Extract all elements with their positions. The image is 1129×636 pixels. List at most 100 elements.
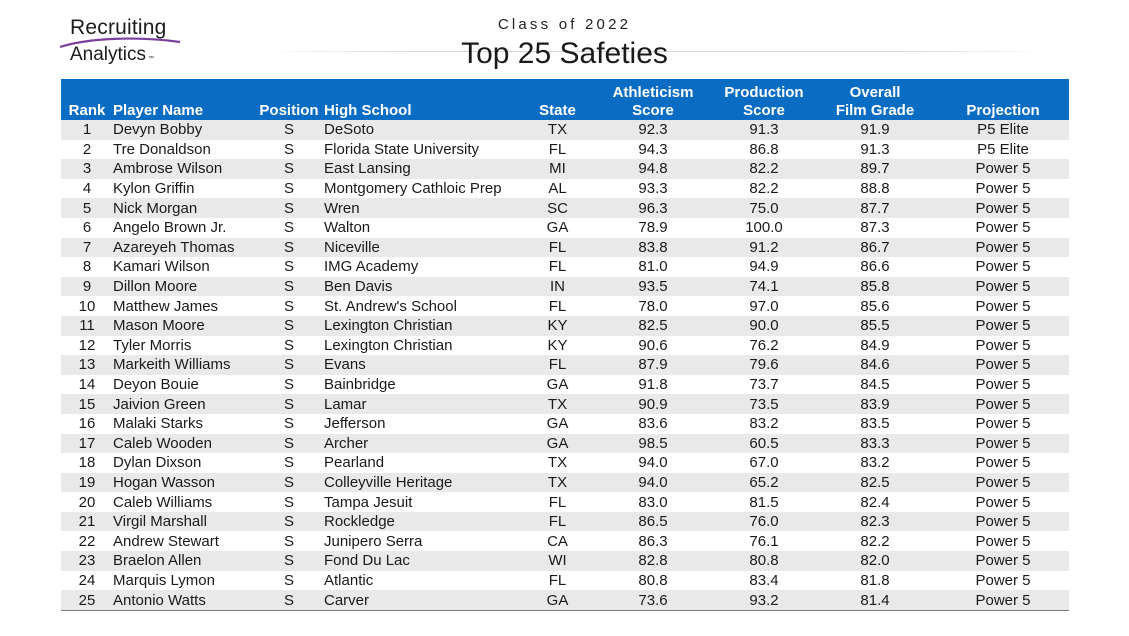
- cell-projection: Power 5: [975, 532, 1031, 550]
- cell-high-school: Wren: [324, 199, 360, 217]
- cell-player-name: Ambrose Wilson: [113, 160, 223, 178]
- cell-projection: Power 5: [975, 356, 1031, 374]
- cell-projection: Power 5: [975, 199, 1031, 217]
- cell-state: GA: [546, 219, 569, 237]
- cell-player-name: Dylan Dixson: [113, 454, 202, 472]
- cell-projection: P5 Elite: [977, 140, 1029, 158]
- header-player-name: Player Name: [113, 102, 204, 119]
- cell-player-name: Jaivion Green: [113, 395, 206, 413]
- cell-athleticism-score: 90.9: [638, 395, 668, 413]
- cell-player-name: Tre Donaldson: [113, 140, 211, 158]
- cell-athleticism-score: 96.3: [638, 199, 668, 217]
- cell-player-name: Caleb Wooden: [113, 434, 212, 452]
- header-athleticism-score: Athleticism Score: [612, 84, 694, 119]
- cell-rank: 16: [78, 415, 96, 433]
- cell-state: TX: [547, 473, 568, 491]
- cell-high-school: Jefferson: [324, 415, 386, 433]
- cell-position: S: [283, 571, 294, 589]
- cell-player-name: Tyler Morris: [113, 336, 192, 354]
- cell-position: S: [283, 513, 294, 531]
- cell-player-name: Devyn Bobby: [113, 121, 203, 139]
- cell-high-school: IMG Academy: [324, 258, 419, 276]
- cell-production-score: 90.0: [749, 317, 779, 335]
- cell-player-name: Virgil Marshall: [113, 513, 207, 531]
- cell-film-grade: 85.8: [860, 278, 890, 296]
- cell-athleticism-score: 81.0: [638, 258, 668, 276]
- safeties-rankings-table: Rank Player Name Position High School St…: [61, 79, 1069, 611]
- table-row: 16 Malaki Starks S Jefferson GA 83.6 83.2 83.5 P…: [61, 413, 1069, 434]
- cell-production-score: 86.8: [749, 140, 779, 158]
- cell-position: S: [283, 297, 294, 315]
- cell-state: WI: [548, 552, 567, 570]
- cell-state: MI: [549, 160, 566, 178]
- cell-athleticism-score: 82.8: [638, 552, 668, 570]
- cell-rank: 21: [78, 513, 96, 531]
- cell-film-grade: 83.9: [860, 395, 890, 413]
- cell-athleticism-score: 83.6: [638, 415, 668, 433]
- cell-projection: Power 5: [975, 258, 1031, 276]
- cell-production-score: 80.8: [749, 552, 779, 570]
- cell-athleticism-score: 86.3: [638, 532, 668, 550]
- cell-film-grade: 82.5: [860, 473, 890, 491]
- cell-player-name: Deyon Bouie: [113, 376, 199, 394]
- cell-projection: Power 5: [975, 180, 1031, 198]
- cell-film-grade: 86.6: [860, 258, 890, 276]
- cell-rank: 9: [82, 278, 92, 296]
- header-state: State: [539, 102, 576, 119]
- cell-high-school: Lexington Christian: [324, 336, 453, 354]
- table-row: 1 Devyn Bobby S DeSoto TX 92.3 91.3 91.9 P5 Elit…: [61, 120, 1069, 140]
- header-overall-film-grade: Overall Film Grade: [835, 84, 915, 119]
- cell-high-school: DeSoto: [324, 121, 375, 139]
- cell-position: S: [283, 376, 294, 394]
- cell-film-grade: 89.7: [860, 160, 890, 178]
- cell-state: TX: [547, 121, 568, 139]
- cell-position: S: [283, 356, 294, 374]
- cell-rank: 10: [78, 297, 96, 315]
- cell-state: FL: [548, 140, 567, 158]
- class-subtitle: Class of 2022: [497, 16, 632, 33]
- cell-rank: 4: [82, 180, 92, 198]
- page-title: Top 25 Safeties: [461, 37, 668, 70]
- cell-projection: Power 5: [975, 513, 1031, 531]
- cell-state: FL: [548, 297, 567, 315]
- cell-projection: Power 5: [975, 571, 1031, 589]
- logo-text-analytics: Analytics ™: [70, 44, 155, 65]
- cell-rank: 25: [61, 590, 113, 611]
- cell-high-school: East Lansing: [324, 160, 411, 178]
- cell-high-school: Pearland: [324, 454, 385, 472]
- cell-production-score: 76.1: [749, 532, 779, 550]
- cell-projection: Power 5: [975, 473, 1031, 491]
- cell-position: S: [283, 278, 294, 296]
- table-row: 2 Tre Donaldson S Florida State University F…: [61, 139, 1069, 160]
- cell-rank: 11: [79, 317, 95, 335]
- cell-player-name: Andrew Stewart: [113, 532, 219, 550]
- cell-player-name: Antonio Watts: [113, 590, 254, 611]
- cell-athleticism-score: 78.0: [638, 297, 668, 315]
- cell-athleticism-score: 73.6: [591, 590, 715, 611]
- cell-projection: Power 5: [975, 160, 1031, 178]
- cell-high-school: Junipero Serra: [324, 532, 423, 550]
- cell-position: S: [283, 473, 294, 491]
- cell-production-score: 76.2: [749, 336, 779, 354]
- cell-position: S: [283, 493, 294, 511]
- cell-athleticism-score: 94.0: [638, 473, 668, 491]
- cell-athleticism-score: 78.9: [638, 219, 668, 237]
- cell-position: S: [283, 140, 294, 158]
- cell-film-grade: 84.5: [860, 376, 890, 394]
- cell-rank: 3: [82, 160, 92, 178]
- cell-state: SC: [547, 199, 568, 217]
- cell-player-name: Mason Moore: [113, 317, 205, 335]
- cell-film-grade: 83.5: [860, 415, 890, 433]
- table-row: 23 Braelon Allen S Fond Du Lac WI 82.8 80.8 82.…: [61, 551, 1069, 571]
- cell-production-score: 83.2: [749, 415, 779, 433]
- cell-film-grade: 91.9: [860, 121, 890, 139]
- cell-projection: Power 5: [937, 590, 1069, 611]
- cell-high-school: Archer: [324, 434, 369, 452]
- table-row: 24 Marquis Lymon S Atlantic FL 80.8 83.4 81.8 Po…: [61, 570, 1069, 591]
- cell-production-score: 82.2: [749, 180, 779, 198]
- cell-player-name: Marquis Lymon: [113, 571, 215, 589]
- header-high-school: High School: [324, 102, 412, 119]
- cell-projection: Power 5: [975, 395, 1031, 413]
- cell-high-school: Niceville: [324, 238, 380, 256]
- cell-rank: 22: [78, 532, 96, 550]
